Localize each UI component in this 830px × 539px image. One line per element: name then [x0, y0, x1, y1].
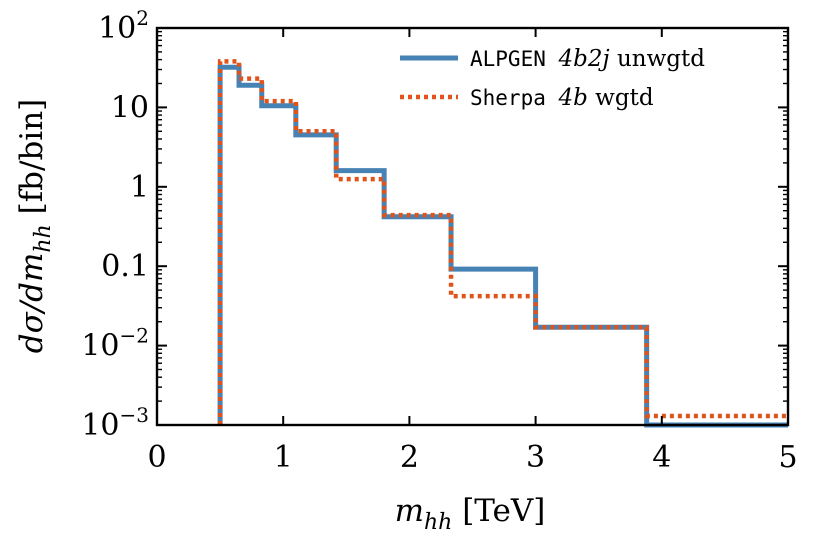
series-sherpa-4b-wgtd — [217, 59, 788, 425]
x-tick-label: 1 — [274, 440, 293, 475]
legend-label: Sherpa 4b wgtd — [470, 85, 654, 111]
y-tick-label: 1 — [130, 170, 149, 205]
x-tick-label: 3 — [526, 440, 545, 475]
axis-ticks: 0 1 2 3 4 5 10−3 10−2 0.1 1 10 102 — [81, 6, 797, 475]
legend-label: ALPGEN 4b2j unwgtd — [470, 46, 705, 72]
y-tick-label: 10−3 — [81, 403, 149, 443]
x-tick-label: 4 — [652, 440, 671, 475]
x-tick-label: 5 — [778, 440, 797, 475]
y-axis-label: dσ/dmhh [fb/bin] — [14, 99, 56, 354]
y-tick-label: 0.1 — [101, 249, 149, 284]
plot-marks — [217, 59, 788, 428]
x-tick-label: 0 — [147, 440, 166, 475]
y-tick-label: 10 — [111, 90, 149, 125]
legend: ALPGEN 4b2j unwgtd Sherpa 4b wgtd — [400, 46, 705, 111]
x-tick-label: 2 — [400, 440, 419, 475]
plot-frame — [155, 26, 790, 427]
y-tick-label: 10−2 — [81, 324, 149, 364]
series-alpgen-4b2j-unwgtd — [217, 64, 788, 428]
x-axis-label: mhh [TeV] — [395, 493, 546, 535]
y-tick-label: 102 — [98, 6, 149, 46]
